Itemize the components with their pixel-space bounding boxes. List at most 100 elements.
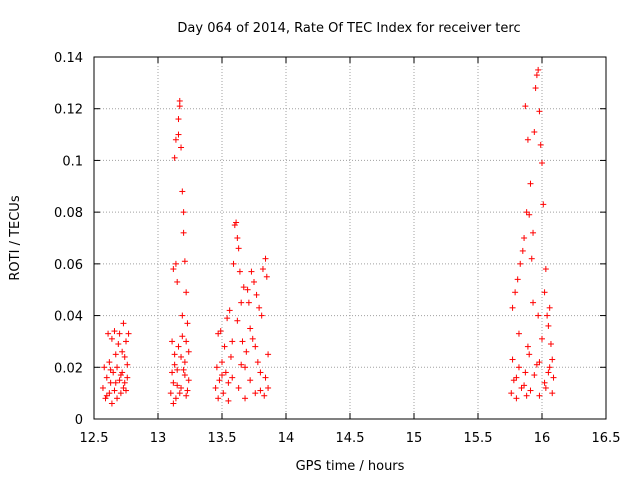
data-point — [107, 366, 114, 373]
data-point — [547, 341, 554, 348]
data-point — [537, 141, 544, 148]
data-point — [257, 369, 264, 376]
data-point — [240, 284, 247, 291]
data-point — [258, 312, 265, 319]
y-tick-label: 0.02 — [54, 361, 83, 376]
data-point — [101, 364, 108, 371]
data-point — [526, 211, 533, 218]
y-tick-label: 0.1 — [62, 154, 83, 169]
data-point — [172, 395, 179, 402]
data-point — [176, 103, 183, 110]
data-point — [257, 387, 264, 394]
data-point — [115, 341, 122, 348]
data-point — [533, 72, 540, 79]
data-point — [171, 154, 178, 161]
data-point — [110, 369, 117, 376]
data-point — [229, 374, 236, 381]
data-point — [541, 289, 548, 296]
x-tick-label: 13.5 — [208, 431, 237, 446]
data-point — [170, 379, 177, 386]
data-point — [229, 338, 236, 345]
data-point — [536, 108, 543, 115]
data-point — [530, 229, 537, 236]
data-point — [185, 348, 192, 355]
data-point — [184, 320, 191, 327]
x-tick-label: 16.5 — [592, 431, 621, 446]
data-points — [99, 66, 557, 407]
y-tick-label: 0.08 — [54, 206, 83, 221]
data-point — [235, 384, 242, 391]
data-point — [124, 361, 131, 368]
data-point — [176, 390, 183, 397]
data-point — [234, 235, 241, 241]
data-point — [215, 330, 222, 337]
data-point — [265, 384, 272, 391]
data-point — [174, 382, 181, 389]
data-point — [121, 353, 128, 360]
data-point — [233, 219, 240, 226]
data-point — [535, 66, 542, 73]
x-axis-label: GPS time / hours — [296, 459, 405, 474]
data-point — [546, 304, 553, 311]
y-tick-label: 0.06 — [54, 258, 83, 273]
chart-title: Day 064 of 2014, Rate Of TEC Index for r… — [177, 21, 520, 36]
x-tick-label: 15.5 — [464, 431, 493, 446]
x-tick-label: 14 — [278, 431, 295, 446]
data-point — [119, 369, 126, 376]
x-tick-label: 16 — [534, 431, 551, 446]
data-point — [111, 328, 118, 335]
data-point — [549, 356, 556, 363]
x-tick-label: 12.5 — [80, 431, 109, 446]
data-point — [248, 268, 255, 275]
data-point — [532, 85, 539, 92]
y-tick-label: 0.14 — [54, 51, 83, 66]
data-point — [99, 384, 106, 391]
data-point — [531, 372, 538, 379]
x-tick-label: 15 — [406, 431, 423, 446]
data-point — [183, 392, 190, 399]
axis-ticks — [93, 56, 607, 420]
data-point — [215, 395, 222, 402]
data-point — [243, 348, 250, 355]
data-point — [108, 400, 115, 407]
data-point — [512, 289, 519, 296]
y-tick-label: 0 — [75, 413, 83, 428]
data-point — [238, 361, 245, 368]
data-point — [541, 379, 548, 386]
data-point — [545, 322, 552, 329]
data-point — [224, 315, 231, 322]
data-point — [256, 304, 263, 311]
data-point — [106, 359, 113, 366]
data-point — [222, 369, 229, 376]
data-point — [533, 361, 540, 368]
data-point — [216, 377, 223, 384]
data-point — [517, 260, 524, 267]
data-point — [185, 377, 192, 384]
data-point — [236, 268, 243, 275]
data-point — [219, 372, 225, 379]
data-point — [549, 390, 556, 397]
data-point — [544, 312, 551, 319]
data-point — [114, 364, 121, 371]
data-point — [179, 333, 186, 340]
data-point — [526, 351, 533, 358]
data-point — [514, 276, 521, 283]
data-point — [225, 379, 232, 386]
data-point — [212, 384, 219, 391]
data-point — [178, 353, 185, 360]
data-point — [183, 289, 190, 296]
data-point — [247, 325, 254, 332]
data-point — [247, 377, 254, 384]
data-point — [238, 299, 245, 306]
data-point — [171, 351, 178, 358]
data-point — [123, 338, 129, 345]
data-point — [116, 330, 123, 337]
data-point — [184, 387, 191, 394]
data-point — [178, 144, 185, 151]
data-point — [180, 229, 187, 236]
data-point — [245, 299, 252, 306]
data-point — [259, 266, 266, 273]
data-point — [106, 390, 113, 397]
